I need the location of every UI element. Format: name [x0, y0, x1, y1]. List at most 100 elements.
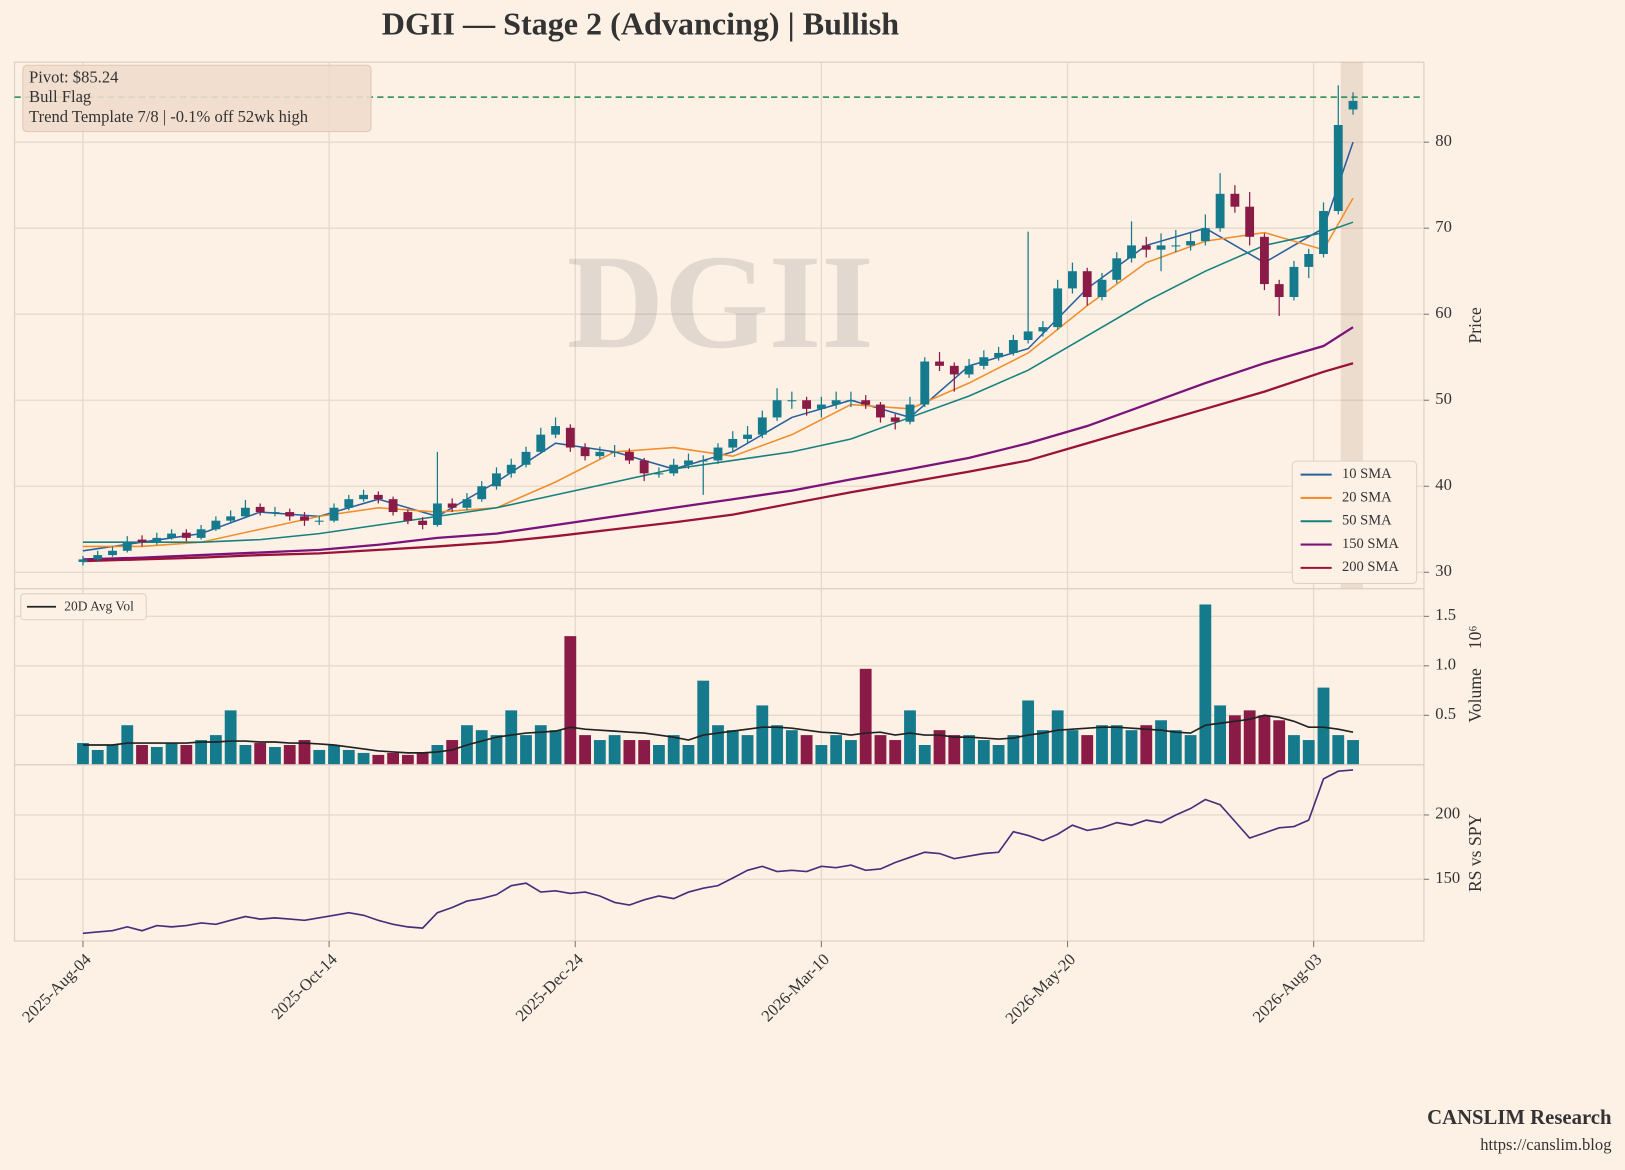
volume-bar	[490, 735, 503, 765]
candle-body	[1112, 258, 1122, 280]
annotation-line: Pivot: $85.24	[29, 68, 119, 87]
candle-body	[255, 506, 265, 513]
candle-body	[1068, 271, 1077, 289]
volume-bar	[505, 710, 518, 765]
candle-body	[831, 400, 841, 405]
candle-body	[536, 434, 546, 452]
volume-bar	[180, 745, 193, 765]
y-tick-label: 1.0	[1435, 655, 1456, 674]
candle-body	[920, 361, 930, 405]
y-offset-label: 10⁶	[1465, 625, 1485, 649]
candle-body	[1141, 245, 1151, 250]
volume-bar	[446, 740, 459, 765]
candle-body	[240, 507, 250, 517]
candle-body	[432, 503, 442, 525]
y-tick-label: 30	[1435, 561, 1452, 580]
volume-bar	[697, 680, 710, 765]
candle-body	[1097, 279, 1107, 298]
candle-body	[1304, 254, 1314, 267]
volume-bar	[328, 745, 340, 765]
candle-body	[1023, 331, 1033, 341]
volume-bar	[534, 725, 547, 765]
volume-bar	[1228, 715, 1241, 765]
candle-body	[772, 400, 782, 418]
volume-bar	[283, 745, 296, 765]
volume-bar	[91, 749, 104, 765]
candle-body	[1082, 271, 1092, 298]
candle-body	[861, 400, 871, 405]
candle-body	[1274, 284, 1284, 298]
annotation-line: Trend Template 7/8 | -0.1% off 52wk high	[29, 107, 309, 126]
y-tick-label: 1.5	[1435, 605, 1456, 624]
volume-bar	[165, 743, 178, 765]
candle-body	[388, 499, 398, 513]
volume-bar	[653, 745, 665, 765]
volume-bar	[608, 735, 621, 765]
volume-bar	[992, 745, 1005, 765]
volume-bar	[712, 725, 724, 765]
sma-line	[82, 362, 1354, 563]
legend-label: 10 SMA	[1342, 466, 1392, 482]
volume-bar	[1110, 725, 1123, 765]
candle-body	[152, 537, 162, 543]
volume-bar	[638, 740, 651, 765]
volume-bar	[904, 710, 916, 765]
candle-body	[462, 499, 472, 508]
volume-bar	[771, 725, 783, 765]
volume-bar	[401, 754, 414, 765]
candle-body	[329, 507, 339, 521]
candle-body	[964, 365, 974, 375]
volume-bar	[431, 745, 444, 765]
footer-brand: CANSLIM Research	[1427, 1107, 1612, 1129]
volume-bar	[948, 735, 961, 765]
legend-box	[1291, 460, 1418, 584]
volume-bar	[726, 730, 739, 765]
candle-body	[816, 404, 826, 409]
candle-body	[1289, 266, 1299, 298]
candle-body	[373, 494, 383, 500]
y-tick-label: 40	[1435, 475, 1452, 494]
legend-box	[20, 593, 147, 621]
candle-body	[1245, 206, 1255, 237]
volume-bar	[667, 735, 680, 765]
candle-body	[979, 357, 989, 366]
candle-body	[787, 400, 797, 402]
volume-bar	[342, 749, 355, 765]
legend-label: 50 SMA	[1342, 513, 1392, 529]
candle-body	[196, 529, 206, 538]
candle-body	[181, 532, 191, 538]
legend-label: 20 SMA	[1342, 489, 1392, 505]
volume-bar	[593, 740, 606, 765]
candle-body	[743, 434, 752, 439]
candle-body	[1038, 327, 1048, 332]
volume-bar	[741, 735, 754, 765]
volume-bar	[977, 740, 990, 765]
candle-body	[521, 451, 531, 465]
candle-body	[684, 460, 693, 465]
candle-body	[905, 404, 915, 422]
rs-line	[82, 769, 1354, 935]
candle-body	[1008, 340, 1018, 353]
candle-body	[846, 400, 856, 402]
sma-line	[82, 197, 1354, 548]
candle-body	[93, 555, 103, 560]
volume-bar	[756, 705, 769, 765]
candle-body	[890, 417, 900, 422]
candle-body	[344, 499, 354, 508]
volume-bar	[1317, 687, 1330, 765]
candle-body	[757, 417, 767, 435]
volume-bar	[1288, 735, 1300, 765]
volume-bar	[579, 735, 591, 765]
volume-bar	[874, 735, 887, 765]
candle-body	[624, 451, 634, 461]
y-tick-label: 150	[1435, 868, 1460, 887]
candle-body	[137, 539, 147, 543]
candle-body	[226, 516, 236, 521]
volume-bar	[549, 730, 562, 765]
candle-body	[403, 512, 413, 521]
y-tick-label: 60	[1435, 303, 1452, 322]
volume-bar	[1140, 725, 1153, 765]
candle-body	[1200, 228, 1210, 242]
